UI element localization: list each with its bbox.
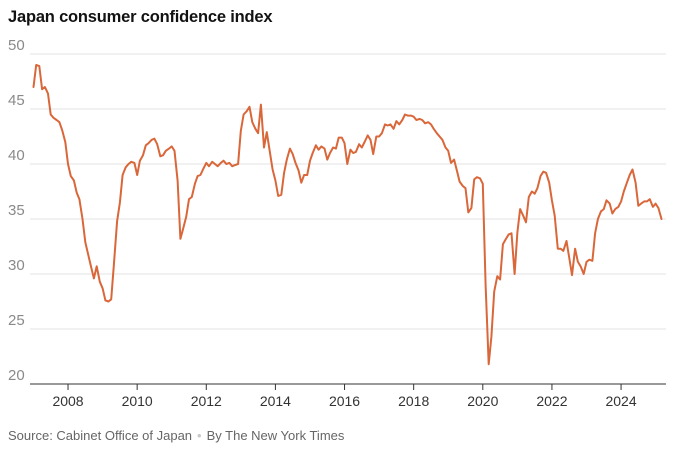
- series-line-0: [32, 64, 663, 366]
- x-tick-label-2016: 2016: [329, 393, 360, 409]
- series-group: [32, 64, 663, 366]
- line-chart: 2008 2010 2012 2014 2016 2018 2020 2022 2024 202…: [8, 37, 666, 409]
- y-tick-label-35: 35: [8, 202, 25, 219]
- x-tick-label-2024: 2024: [605, 393, 636, 409]
- x-axis-ticks: 2008 2010 2012 2014 2016 2018 2020 2022 2024: [52, 384, 637, 409]
- x-tick-label-2012: 2012: [191, 393, 222, 409]
- x-tick-label-2018: 2018: [398, 393, 429, 409]
- y-tick-label-50: 50: [8, 37, 25, 54]
- y-tick-label-30: 30: [8, 257, 25, 274]
- footer-separator: •: [197, 428, 202, 443]
- y-tick-label-25: 25: [8, 312, 25, 329]
- chart-title: Japan consumer confidence index: [8, 8, 273, 26]
- x-tick-label-2022: 2022: [536, 393, 567, 409]
- source-note: Source: Cabinet Office of Japan: [8, 428, 193, 443]
- x-tick-label-2014: 2014: [260, 393, 291, 409]
- credit-note: By The New York Times: [206, 428, 345, 443]
- x-tick-label-2010: 2010: [122, 393, 153, 409]
- y-tick-label-40: 40: [8, 147, 25, 164]
- x-tick-label-2008: 2008: [52, 393, 83, 409]
- x-tick-label-2020: 2020: [467, 393, 498, 409]
- y-tick-label-20: 20: [8, 367, 25, 384]
- y-tick-label-45: 45: [8, 92, 25, 109]
- footer: Source: Cabinet Office of Japan • By The N…: [8, 428, 344, 443]
- gridlines: [30, 53, 666, 385]
- y-axis-labels: 20 25 30 35 40 45 50: [8, 37, 25, 384]
